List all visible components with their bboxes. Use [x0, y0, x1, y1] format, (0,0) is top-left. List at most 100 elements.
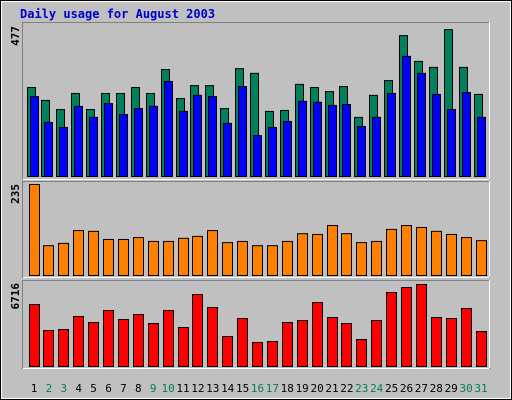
bar	[30, 96, 39, 177]
bar	[268, 126, 277, 177]
x-tick-label: 8	[135, 382, 142, 395]
bar	[43, 245, 54, 277]
bar	[148, 323, 159, 367]
bar	[432, 93, 441, 177]
bar	[477, 116, 486, 177]
bar	[192, 235, 203, 276]
bar	[149, 105, 158, 177]
x-tick-label: 30	[459, 382, 472, 395]
bar	[416, 284, 427, 367]
bar	[88, 322, 99, 367]
y-tick-label: 477	[9, 26, 22, 46]
bar	[461, 237, 472, 277]
bar	[29, 303, 40, 367]
bar	[462, 92, 471, 177]
y-tick-label: 235	[9, 184, 22, 204]
bar	[252, 245, 263, 277]
x-tick-label: 14	[221, 382, 235, 395]
bar	[207, 230, 218, 277]
x-tick-label: 9	[150, 382, 157, 395]
bar	[252, 341, 263, 367]
bar	[298, 100, 307, 177]
bar	[417, 72, 426, 177]
bar	[59, 126, 68, 177]
bar	[178, 237, 189, 276]
bar	[313, 101, 322, 177]
y-tick-label: 6716	[9, 283, 22, 310]
bar	[179, 110, 188, 177]
bar	[192, 293, 203, 368]
bar	[89, 116, 98, 177]
bar	[297, 233, 308, 277]
bar	[327, 225, 338, 277]
bar	[267, 245, 278, 277]
bar	[446, 317, 457, 367]
x-tick-label: 19	[296, 382, 309, 395]
bar	[356, 242, 367, 277]
bar	[58, 242, 69, 276]
bar	[371, 240, 382, 276]
bar	[386, 291, 397, 367]
bar	[431, 316, 442, 367]
bar	[297, 320, 308, 368]
bar	[431, 230, 442, 276]
bar	[223, 122, 232, 177]
bar	[447, 109, 456, 177]
x-tick-label: 13	[206, 382, 219, 395]
x-tick-label: 21	[325, 382, 338, 395]
bar	[328, 104, 337, 177]
bar	[43, 329, 54, 367]
bar	[401, 225, 412, 277]
bar	[282, 322, 293, 367]
bar	[341, 323, 352, 367]
bar	[357, 126, 366, 177]
bar	[238, 86, 247, 177]
x-tick-label: 7	[120, 382, 127, 395]
x-tick-label: 15	[236, 382, 249, 395]
bar	[193, 94, 202, 177]
bar	[476, 240, 487, 277]
bar	[103, 238, 114, 276]
bar	[73, 315, 84, 367]
x-tick-label: 28	[430, 382, 443, 395]
bar	[207, 307, 218, 368]
bar	[178, 326, 189, 368]
bar	[416, 226, 427, 276]
chart-title: Daily usage for August 2003	[20, 7, 215, 21]
bar	[133, 313, 144, 368]
bar	[119, 114, 128, 177]
bar	[133, 237, 144, 277]
x-tick-label: 16	[251, 382, 264, 395]
bar	[312, 301, 323, 367]
bar	[237, 317, 248, 367]
bar	[283, 120, 292, 177]
bar	[208, 96, 217, 177]
bar	[402, 55, 411, 177]
x-tick-label: 5	[90, 382, 97, 395]
bar	[44, 121, 53, 177]
x-tick-label: 18	[281, 382, 294, 395]
bar	[73, 230, 84, 277]
bar	[461, 308, 472, 368]
bar	[327, 316, 338, 367]
x-tick-label: 29	[445, 382, 458, 395]
x-tick-label: 27	[415, 382, 428, 395]
x-tick-label: 11	[176, 382, 189, 395]
x-tick-label: 1	[31, 382, 38, 395]
bar	[118, 319, 129, 368]
bar	[58, 328, 69, 367]
bar	[401, 287, 412, 368]
bar	[356, 338, 367, 368]
bar	[372, 116, 381, 177]
bar	[164, 81, 173, 177]
x-tick-label: 2	[46, 382, 53, 395]
bar	[88, 230, 99, 276]
x-tick-label: 26	[400, 382, 413, 395]
bar	[342, 103, 351, 177]
x-tick-label: 31	[474, 382, 487, 395]
bar	[222, 336, 233, 367]
x-tick-label: 17	[266, 382, 279, 395]
x-tick-label: 3	[60, 382, 67, 395]
